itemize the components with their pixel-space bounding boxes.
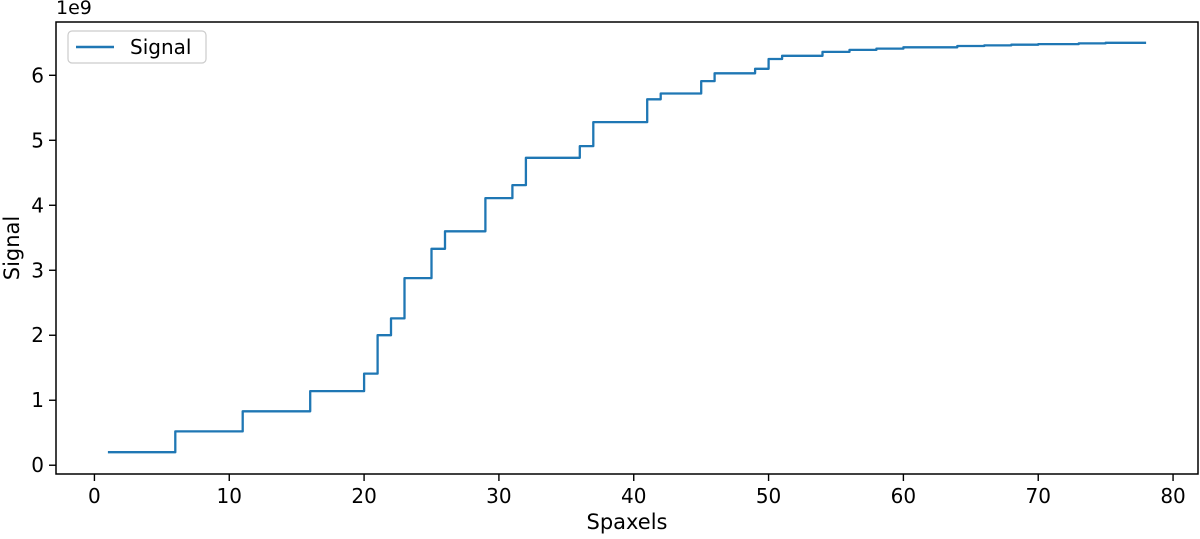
legend-label: Signal [130, 35, 191, 59]
x-tick-label: 70 [1026, 484, 1051, 508]
x-tick-label: 10 [217, 484, 242, 508]
y-tick-label: 3 [31, 258, 44, 282]
signal-line-series [107, 41, 1147, 454]
y-tick-label: 2 [31, 323, 44, 347]
x-axis-label: Spaxels [586, 510, 667, 534]
y-axis-offset-text: 1e9 [56, 0, 92, 19]
legend: Signal [67, 30, 207, 64]
legend-box [67, 30, 207, 64]
y-tick-label: 6 [31, 63, 44, 87]
signal-line [107, 41, 1147, 454]
x-tick-label: 0 [88, 484, 101, 508]
y-tick-label: 1 [31, 388, 44, 412]
y-tick-label: 4 [31, 193, 44, 217]
x-tick-label: 80 [1160, 484, 1185, 508]
y-axis-label: Signal [0, 216, 24, 281]
y-tick-label: 0 [31, 453, 44, 477]
x-tick-label: 50 [756, 484, 781, 508]
plot-spines [55, 21, 1199, 475]
x-tick-label: 60 [891, 484, 916, 508]
x-tick-label: 40 [621, 484, 646, 508]
y-tick-label: 5 [31, 128, 44, 152]
axis-ticks: 0 10 20 30 40 50 60 70 80 0 1 2 3 4 5 6 [31, 63, 1186, 508]
x-tick-label: 20 [351, 484, 376, 508]
x-tick-label: 30 [486, 484, 511, 508]
